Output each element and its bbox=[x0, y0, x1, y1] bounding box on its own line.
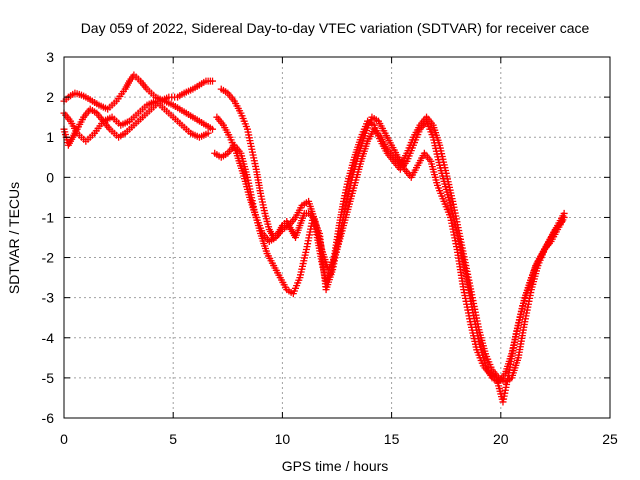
y-tick-label: -1 bbox=[42, 209, 55, 225]
y-tick-label: -3 bbox=[42, 290, 55, 306]
data-point bbox=[560, 209, 568, 217]
x-tick-label: 10 bbox=[275, 431, 291, 447]
y-tick-label: -5 bbox=[42, 370, 55, 386]
x-tick-label: 5 bbox=[169, 431, 177, 447]
y-tick-label: 3 bbox=[46, 49, 54, 65]
data-point bbox=[209, 125, 217, 133]
y-axis-label: SDTVAR / TECUs bbox=[6, 182, 22, 294]
x-tick-label: 20 bbox=[493, 431, 509, 447]
data-point bbox=[204, 129, 212, 137]
data-point bbox=[558, 217, 566, 225]
plot-frame bbox=[63, 56, 611, 419]
x-tick-label: 15 bbox=[384, 431, 400, 447]
data-point bbox=[209, 77, 217, 85]
x-axis-label: GPS time / hours bbox=[282, 458, 389, 474]
y-tick-label: 0 bbox=[46, 169, 54, 185]
chart-title: Day 059 of 2022, Sidereal Day-to-day VTE… bbox=[81, 20, 590, 36]
axis-ticks: 0 5 10 15 20 25 -6 -5 -4 -3 -2 -1 0 1 2 3 bbox=[42, 49, 618, 447]
data-points bbox=[60, 71, 568, 406]
y-tick-label: 1 bbox=[46, 129, 54, 145]
y-tick-label: -4 bbox=[42, 330, 55, 346]
x-tick-label: 0 bbox=[60, 431, 68, 447]
x-tick-label: 25 bbox=[602, 431, 618, 447]
y-tick-label: -6 bbox=[42, 410, 55, 426]
y-tick-label: -2 bbox=[42, 250, 55, 266]
y-tick-label: 2 bbox=[46, 89, 54, 105]
